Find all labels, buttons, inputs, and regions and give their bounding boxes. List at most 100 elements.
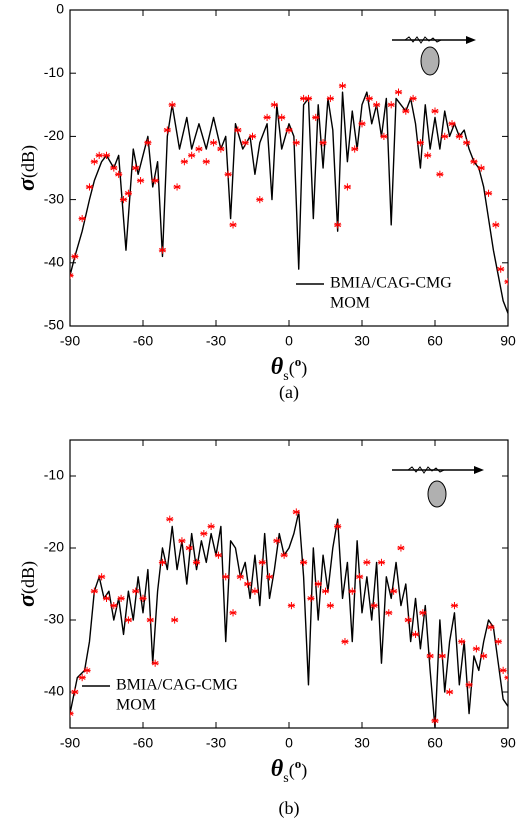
- asterisk-stroke: [70, 711, 74, 715]
- asterisk-marker: [455, 132, 463, 140]
- asterisk-marker: [411, 630, 420, 638]
- asterisk-marker: [229, 221, 237, 229]
- asterisk-marker: [441, 132, 449, 140]
- asterisk-stroke: [504, 677, 508, 680]
- plot-area: [70, 508, 508, 728]
- asterisk-stroke: [387, 102, 395, 108]
- asterisk-marker: [90, 587, 98, 595]
- series-line: [70, 91, 508, 314]
- asterisk-marker: [355, 573, 364, 581]
- x-tick-label: 60: [427, 735, 443, 751]
- asterisk-stroke: [358, 121, 366, 126]
- asterisk-stroke: [431, 718, 439, 724]
- asterisk-marker: [192, 558, 201, 566]
- y-axis-label: σ(dB): [14, 145, 40, 191]
- asterisk-stroke: [125, 617, 132, 623]
- asterisk-stroke: [431, 108, 439, 114]
- x-axis-label-part: s: [283, 369, 288, 384]
- asterisk-stroke: [480, 653, 488, 659]
- asterisk-stroke: [373, 102, 380, 108]
- asterisk-marker: [370, 602, 378, 610]
- asterisk-marker: [200, 530, 208, 538]
- asterisk-stroke: [385, 610, 393, 616]
- y-tick-label: -10: [44, 467, 64, 483]
- asterisk-stroke: [504, 281, 508, 284]
- asterisk-stroke: [334, 222, 342, 228]
- asterisk-marker: [95, 151, 103, 159]
- asterisk-stroke: [71, 254, 79, 259]
- asterisk-marker: [358, 120, 366, 128]
- asterisk-marker: [158, 246, 167, 254]
- asterisk-marker: [397, 544, 405, 552]
- x-axis-label: θs(o): [271, 756, 307, 786]
- asterisk-marker: [394, 88, 403, 96]
- asterisk-stroke: [370, 603, 378, 608]
- asterisk-stroke: [266, 574, 273, 580]
- asterisk-marker: [258, 558, 266, 566]
- asterisk-stroke: [90, 588, 98, 594]
- x-tick-label: 90: [500, 735, 516, 751]
- asterisk-marker: [222, 573, 230, 581]
- asterisk-stroke: [448, 121, 456, 126]
- y-tick-label: -20: [44, 539, 64, 555]
- legend-label: MOM: [330, 295, 370, 312]
- asterisk-stroke: [70, 713, 74, 716]
- asterisk-marker: [472, 645, 480, 653]
- asterisk-marker: [363, 558, 371, 566]
- asterisk-marker: [385, 609, 393, 617]
- asterisk-marker: [416, 139, 424, 147]
- asterisk-stroke: [163, 127, 171, 133]
- asterisk-marker: [90, 158, 98, 166]
- legend-label: BMIA/CAG-CMG: [116, 677, 238, 694]
- x-axis-label-part: ): [301, 358, 307, 379]
- asterisk-stroke: [470, 159, 478, 164]
- asterisk-marker: [202, 158, 210, 166]
- asterisk-marker: [78, 674, 86, 682]
- asterisk-marker: [214, 551, 223, 559]
- asterisk-marker: [71, 252, 79, 261]
- asterisk-stroke: [326, 603, 334, 608]
- asterisk-marker: [124, 616, 132, 624]
- asterisk-marker: [300, 558, 308, 566]
- asterisk-stroke: [188, 153, 196, 158]
- x-tick-label: 30: [354, 333, 370, 349]
- asterisk-marker: [338, 82, 347, 90]
- asterisk-stroke: [446, 689, 453, 695]
- asterisk-marker: [458, 638, 466, 646]
- asterisk-stroke: [185, 545, 193, 551]
- scatter-icon: [392, 36, 476, 76]
- asterisk-marker: [244, 580, 252, 588]
- asterisk-marker: [477, 164, 485, 172]
- x-axis-label: θs(o): [271, 354, 307, 384]
- asterisk-stroke: [472, 646, 480, 652]
- asterisk-stroke: [98, 574, 106, 580]
- asterisk-stroke: [322, 588, 329, 594]
- asterisk-marker: [480, 652, 488, 660]
- asterisk-marker: [438, 652, 446, 660]
- asterisk-stroke: [404, 617, 412, 623]
- asterisk-marker: [83, 666, 91, 674]
- asterisk-marker: [499, 666, 507, 674]
- asterisk-stroke: [137, 178, 144, 183]
- asterisk-stroke: [180, 159, 188, 164]
- x-tick-label: -90: [60, 333, 80, 349]
- asterisk-stroke: [499, 668, 507, 673]
- asterisk-marker: [163, 126, 171, 134]
- asterisk-stroke: [139, 596, 147, 601]
- asterisk-marker: [319, 139, 327, 147]
- asterisk-marker: [273, 537, 281, 545]
- asterisk-marker: [492, 221, 500, 229]
- asterisk-marker: [334, 221, 342, 229]
- asterisk-marker: [373, 101, 381, 109]
- asterisk-stroke: [438, 653, 446, 659]
- asterisk-stroke: [326, 96, 334, 101]
- asterisk-stroke: [436, 172, 444, 177]
- y-tick-label: -40: [44, 683, 64, 699]
- asterisk-marker: [248, 132, 257, 140]
- asterisk-stroke: [402, 108, 410, 114]
- asterisk-marker: [236, 573, 244, 581]
- asterisk-stroke: [234, 127, 242, 133]
- asterisk-marker: [117, 594, 125, 602]
- asterisk-stroke: [492, 222, 500, 228]
